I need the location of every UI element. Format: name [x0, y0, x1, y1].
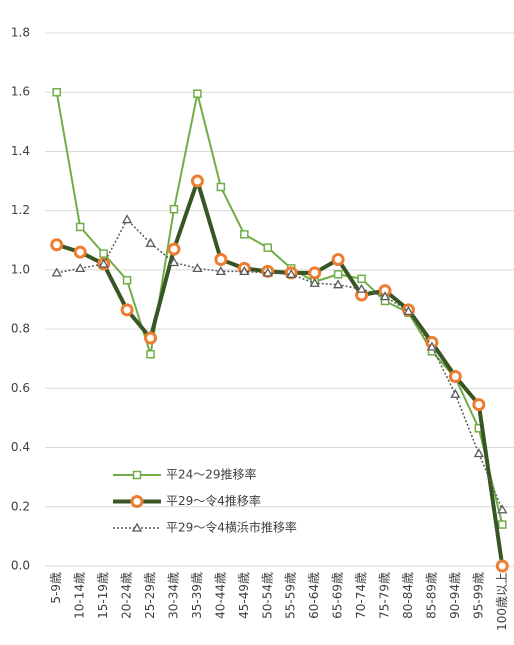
point	[146, 350, 155, 359]
y-tick-label: 1.4	[11, 144, 30, 158]
point	[333, 279, 344, 289]
point	[309, 277, 320, 287]
point	[75, 263, 86, 273]
point	[286, 269, 297, 278]
x-tick-label: 75-79歳	[378, 572, 392, 619]
point	[239, 266, 250, 276]
point	[215, 266, 226, 276]
x-tick-label: 30-34歳	[166, 572, 180, 619]
point	[473, 448, 484, 458]
point	[450, 388, 461, 398]
point	[403, 306, 414, 315]
point	[495, 559, 509, 573]
y-tick-label: 1.2	[11, 203, 30, 217]
point	[98, 258, 109, 268]
point	[168, 257, 180, 267]
y-tick-label: 0.2	[11, 499, 30, 513]
x-tick-label: 35-39歳	[190, 572, 204, 619]
point	[379, 291, 391, 301]
x-tick-label: 95-99歳	[471, 572, 485, 619]
series-line	[56, 174, 505, 567]
point	[190, 174, 204, 188]
point	[167, 242, 181, 256]
point	[308, 266, 322, 280]
point	[51, 267, 62, 277]
x-tick-label: 25-29歳	[143, 572, 157, 619]
point	[356, 283, 367, 293]
x-tick-label: 20-24歳	[120, 572, 134, 619]
x-tick-label: 5-9歳	[49, 572, 63, 604]
y-tick-label: 0.4	[11, 440, 30, 454]
x-tick-label: 100歳以上	[495, 572, 509, 631]
x-tick-label: 60-64歳	[307, 572, 321, 619]
point	[145, 237, 156, 247]
y-tick-label: 1.0	[11, 262, 30, 276]
point	[75, 222, 85, 232]
point	[169, 204, 179, 214]
point	[50, 238, 64, 252]
y-tick-label: 0.6	[11, 381, 30, 395]
point	[472, 398, 486, 412]
legend-label: 平29～令4推移率	[166, 493, 261, 508]
y-tick-label: 0.8	[11, 322, 30, 336]
point	[99, 249, 108, 258]
point	[144, 331, 158, 345]
point	[122, 276, 132, 285]
point	[240, 230, 249, 239]
point	[193, 89, 202, 98]
y-tick-label: 1.8	[11, 26, 30, 40]
point	[497, 504, 508, 514]
legend-label: 平24～29推移率	[166, 467, 257, 482]
point	[216, 182, 226, 192]
x-tick-label: 50-54歳	[260, 572, 274, 619]
point	[52, 87, 61, 97]
point	[498, 520, 507, 529]
point	[131, 522, 143, 532]
x-tick-label: 40-44歳	[213, 572, 227, 619]
point	[331, 253, 345, 267]
point	[120, 303, 134, 317]
point	[130, 495, 144, 508]
x-tick-label: 45-49歳	[237, 572, 251, 619]
point	[263, 243, 273, 252]
x-tick-label: 80-84歳	[401, 572, 415, 619]
x-tick-label: 70-74歳	[354, 572, 368, 619]
x-tick-label: 10-14歳	[73, 572, 87, 619]
x-tick-label: 85-89歳	[424, 572, 438, 619]
point	[121, 214, 133, 224]
x-tick-label: 15-19歳	[96, 572, 110, 619]
point	[214, 253, 228, 267]
y-tick-label: 0.0	[11, 559, 30, 573]
x-tick-label: 55-59歳	[284, 572, 298, 619]
y-tick-label: 1.6	[11, 85, 30, 99]
point	[192, 263, 203, 273]
point	[73, 245, 87, 259]
legend-label: 平29～令4横浜市推移率	[166, 520, 297, 535]
point	[333, 270, 343, 279]
x-tick-label: 90-94歳	[448, 572, 462, 619]
point	[448, 369, 462, 383]
series-line	[56, 218, 503, 511]
point	[357, 274, 366, 284]
x-tick-label: 65-69歳	[331, 572, 345, 619]
point	[426, 341, 438, 351]
point	[262, 267, 273, 277]
point	[132, 470, 142, 480]
